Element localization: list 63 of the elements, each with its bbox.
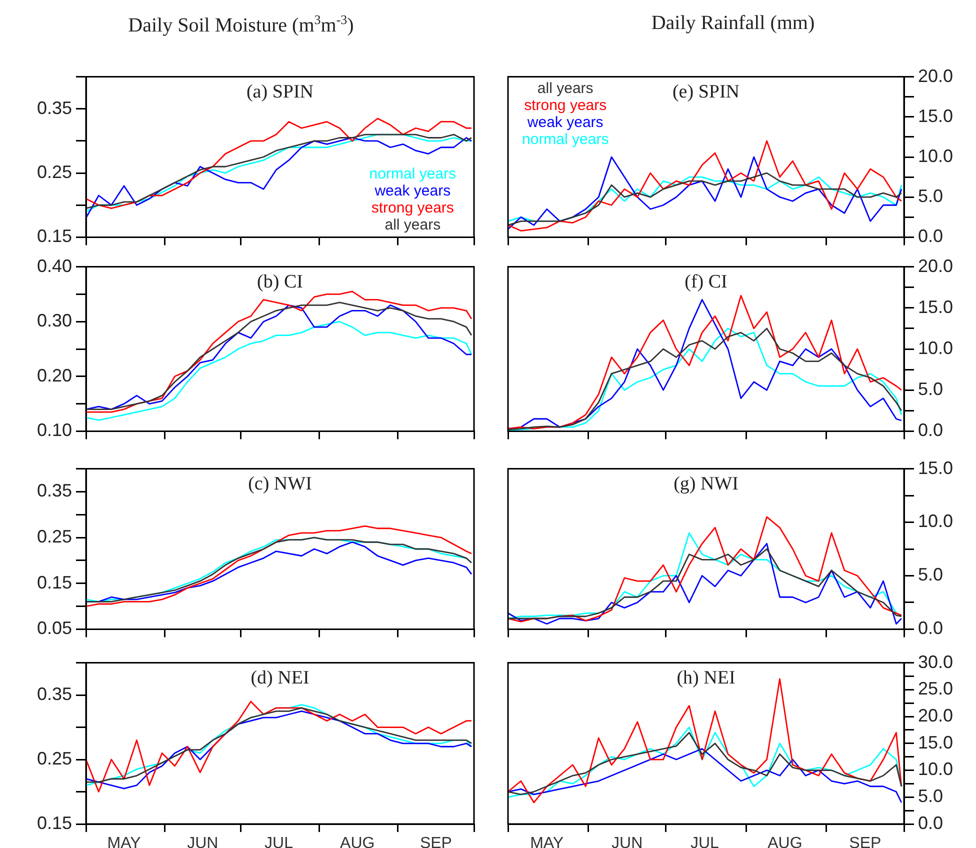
text: Daily Soil Moisture (m$^{3}$m$^{-3}$) bbox=[127, 12, 355, 38]
y2-tick-label: 15.0 bbox=[918, 296, 954, 317]
y-tick-label: 0.25 bbox=[36, 748, 72, 768]
x-tick-label: AUG bbox=[340, 835, 375, 848]
series-label: normal years bbox=[369, 165, 456, 182]
x-tick-label: SEP bbox=[420, 835, 452, 848]
text: strong years bbox=[524, 96, 607, 114]
y2-tick-label: 5.0 bbox=[918, 379, 944, 400]
y-tick-label: 0.35 bbox=[36, 480, 72, 501]
y2-tick-label: 5.0 bbox=[918, 564, 944, 585]
y2-tick-label: 10.0 bbox=[918, 338, 954, 358]
chart-title: (b) CI bbox=[257, 271, 303, 292]
chart-title: (f) CI bbox=[684, 271, 728, 292]
text: all years bbox=[384, 216, 441, 234]
text: Daily Rainfall (mm) bbox=[650, 12, 816, 35]
y2-tick-label: 0.0 bbox=[918, 420, 944, 440]
chart-title: (h) NEI bbox=[676, 667, 736, 688]
y2-tick-label: 20.0 bbox=[918, 706, 954, 726]
y2-tick-label: 10.0 bbox=[918, 511, 954, 532]
y2-tick-label: 5.0 bbox=[918, 186, 944, 206]
text: strong years bbox=[371, 199, 454, 216]
y-tick-label: 0.40 bbox=[36, 256, 72, 276]
y2-tick-label: 0.0 bbox=[918, 226, 944, 246]
x-tick-label: MAY bbox=[530, 835, 564, 848]
x-tick-label: AUG bbox=[768, 835, 802, 848]
y-tick-label: 0.35 bbox=[36, 98, 72, 118]
y2-tick-label: 20.0 bbox=[918, 256, 954, 276]
chart-title: (e) SPIN bbox=[672, 81, 740, 102]
y2-tick-label: 5.0 bbox=[918, 786, 944, 806]
chart-title: (d) NEI bbox=[250, 667, 310, 688]
y-tick-label: 0.15 bbox=[36, 572, 72, 592]
y-tick-label: 0.15 bbox=[36, 226, 72, 246]
series-label: weak years bbox=[526, 114, 604, 131]
y2-tick-label: 15.0 bbox=[918, 458, 954, 478]
y2-tick-label: 10.0 bbox=[918, 759, 954, 780]
y-tick-label: 0.10 bbox=[36, 420, 72, 440]
y2-tick-label: 10.0 bbox=[918, 146, 954, 166]
y2-tick-label: 15.0 bbox=[918, 106, 954, 126]
x-tick-label: SEP bbox=[849, 835, 882, 848]
y-tick-label: 0.05 bbox=[36, 618, 72, 638]
y2-tick-label: 15.0 bbox=[918, 732, 954, 752]
y-tick-label: 0.25 bbox=[36, 162, 72, 182]
x-tick-label: JUN bbox=[612, 835, 643, 848]
chart-title: (c) NWI bbox=[248, 473, 312, 494]
y2-tick-label: 0.0 bbox=[918, 618, 944, 638]
y2-tick-label: 0.0 bbox=[918, 812, 944, 833]
x-tick-label: JUL bbox=[264, 835, 294, 848]
x-tick-label: JUN bbox=[187, 835, 218, 848]
y-tick-label: 0.25 bbox=[36, 526, 72, 547]
y2-tick-label: 20.0 bbox=[918, 66, 954, 86]
chart-title: (g) NWI bbox=[674, 473, 738, 494]
y2-tick-label: 25.0 bbox=[918, 678, 954, 699]
chart-title: (a) SPIN bbox=[246, 81, 314, 102]
y-tick-label: 0.35 bbox=[36, 684, 72, 704]
y-tick-label: 0.30 bbox=[36, 310, 72, 331]
y2-tick-label: 30.0 bbox=[918, 652, 954, 672]
x-tick-label: JUL bbox=[690, 835, 720, 848]
y-tick-label: 0.20 bbox=[36, 365, 72, 386]
y-tick-label: 0.15 bbox=[36, 812, 72, 833]
text: weak years bbox=[374, 182, 451, 200]
text: all years bbox=[537, 80, 594, 97]
text: normal years bbox=[522, 130, 609, 148]
x-tick-label: MAY bbox=[107, 835, 142, 848]
